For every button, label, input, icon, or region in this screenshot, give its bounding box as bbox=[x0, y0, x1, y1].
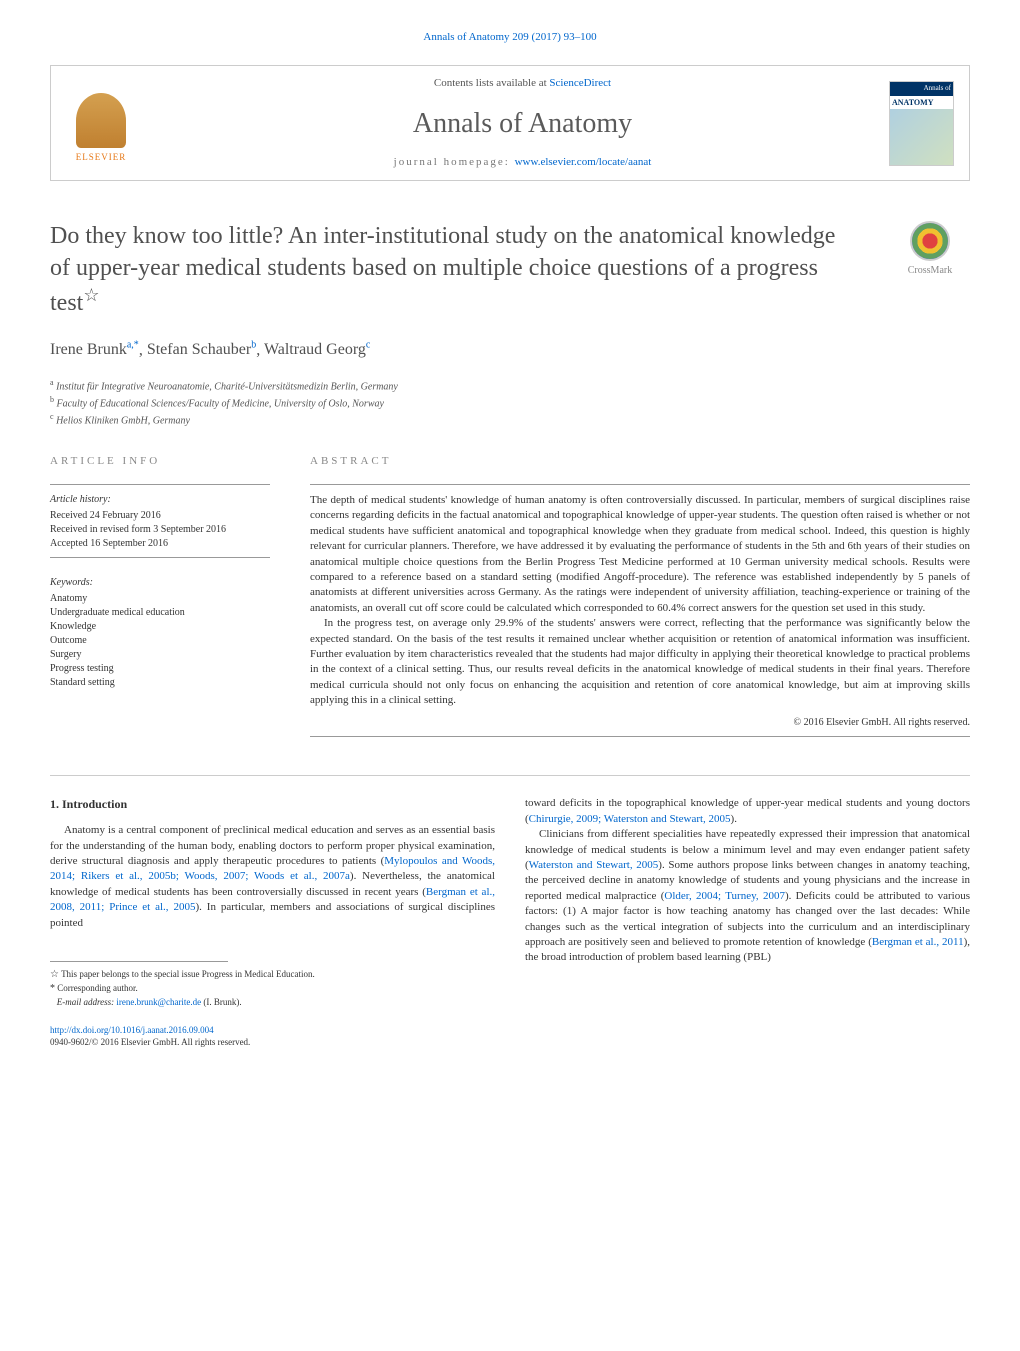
contents-text: Contents lists available at bbox=[434, 77, 549, 89]
author-affil-sup: b bbox=[251, 340, 256, 351]
elsevier-tree-icon bbox=[76, 93, 126, 148]
email-author: (I. Brunk). bbox=[201, 997, 242, 1007]
keyword: Knowledge bbox=[50, 620, 270, 634]
crossmark-widget[interactable]: CrossMark bbox=[890, 221, 970, 278]
affiliation: c Helios Kliniken GmbH, Germany bbox=[50, 411, 970, 428]
abstract-copyright: © 2016 Elsevier GmbH. All rights reserve… bbox=[310, 716, 970, 730]
abstract-text: The depth of medical students' knowledge… bbox=[310, 493, 970, 708]
journal-reference: Annals of Anatomy 209 (2017) 93–100 bbox=[50, 30, 970, 45]
authors-list: Irene Brunka,*, Stefan Schauberb, Waltra… bbox=[50, 339, 970, 362]
crossmark-label: CrossMark bbox=[908, 265, 952, 276]
footnote-corresponding: * Corresponding author. bbox=[50, 982, 495, 996]
email-link[interactable]: irene.brunk@charite.de bbox=[116, 997, 201, 1007]
affil-text: Institut für Integrative Neuroanatomie, … bbox=[56, 381, 398, 392]
header-center: Contents lists available at ScienceDirec… bbox=[156, 76, 889, 170]
asterisk-icon: * bbox=[50, 983, 55, 994]
abstract-column: ABSTRACT The depth of medical students' … bbox=[310, 454, 970, 746]
issn-copyright: 0940-9602/© 2016 Elsevier GmbH. All righ… bbox=[50, 1037, 250, 1047]
citation-link[interactable]: Chirurgie, 2009; Waterston and Stewart, … bbox=[529, 813, 731, 825]
affil-sup: c bbox=[50, 412, 54, 421]
history-line: Accepted 16 September 2016 bbox=[50, 537, 270, 551]
history-line: Received 24 February 2016 bbox=[50, 509, 270, 523]
keyword: Standard setting bbox=[50, 676, 270, 690]
author-name: Stefan Schauber bbox=[147, 341, 251, 358]
history-heading: Article history: bbox=[50, 493, 270, 507]
journal-name: Annals of Anatomy bbox=[156, 104, 889, 143]
doi-link[interactable]: http://dx.doi.org/10.1016/j.aanat.2016.0… bbox=[50, 1025, 214, 1035]
affil-sup: b bbox=[50, 395, 54, 404]
sciencedirect-link[interactable]: ScienceDirect bbox=[549, 77, 611, 89]
cover-image bbox=[890, 109, 953, 165]
abstract-divider bbox=[310, 484, 970, 485]
homepage-label: journal homepage: bbox=[394, 156, 515, 168]
author-affil-sup: c bbox=[366, 340, 370, 351]
affil-text: Helios Kliniken GmbH, Germany bbox=[56, 416, 190, 427]
section-divider bbox=[50, 775, 970, 776]
star-icon: ☆ bbox=[50, 969, 59, 980]
author-name: Irene Brunk bbox=[50, 341, 127, 358]
cover-title: ANATOMY bbox=[890, 96, 953, 109]
journal-header: ELSEVIER Contents lists available at Sci… bbox=[50, 65, 970, 181]
author: Waltraud Georgc bbox=[264, 341, 370, 358]
abstract-heading: ABSTRACT bbox=[310, 454, 970, 469]
keyword: Undergraduate medical education bbox=[50, 606, 270, 620]
author: Stefan Schauberb bbox=[147, 341, 256, 358]
intro-para: Anatomy is a central component of precli… bbox=[50, 823, 495, 931]
author: Irene Brunka,* bbox=[50, 341, 139, 358]
history-line: Received in revised form 3 September 201… bbox=[50, 523, 270, 537]
affiliation: a Institut für Integrative Neuroanatomie… bbox=[50, 377, 970, 394]
body-text: ). bbox=[731, 813, 737, 825]
intro-para: Clinicians from different specialities h… bbox=[525, 827, 970, 966]
elsevier-label: ELSEVIER bbox=[76, 151, 127, 164]
abstract-para: In the progress test, on average only 29… bbox=[310, 616, 970, 708]
title-row: Do they know too little? An inter-instit… bbox=[50, 221, 970, 319]
keyword: Anatomy bbox=[50, 592, 270, 606]
article-title: Do they know too little? An inter-instit… bbox=[50, 221, 890, 319]
citation-link[interactable]: Older, 2004; Turney, 2007 bbox=[664, 890, 785, 902]
affil-text: Faculty of Educational Sciences/Faculty … bbox=[57, 398, 384, 409]
info-divider bbox=[50, 557, 270, 558]
affiliation: b Faculty of Educational Sciences/Facult… bbox=[50, 394, 970, 411]
cover-top-label: Annals of bbox=[890, 82, 953, 96]
title-footnote-star: ☆ bbox=[83, 285, 99, 305]
citation-link[interactable]: Waterston and Stewart, 2005 bbox=[529, 859, 659, 871]
journal-cover[interactable]: Annals of ANATOMY bbox=[889, 81, 954, 166]
footnote-star: ☆ This paper belongs to the special issu… bbox=[50, 968, 495, 982]
contents-available: Contents lists available at ScienceDirec… bbox=[156, 76, 889, 91]
email-label: E-mail address: bbox=[57, 997, 117, 1007]
keyword: Outcome bbox=[50, 634, 270, 648]
homepage-line: journal homepage: www.elsevier.com/locat… bbox=[156, 155, 889, 170]
intro-para-cont: toward deficits in the topographical kno… bbox=[525, 796, 970, 827]
keyword: Progress testing bbox=[50, 662, 270, 676]
right-column: toward deficits in the topographical kno… bbox=[525, 796, 970, 1048]
info-divider bbox=[50, 484, 270, 485]
elsevier-logo[interactable]: ELSEVIER bbox=[66, 83, 136, 163]
footnote-text: Corresponding author. bbox=[57, 983, 138, 993]
author-affil-sup: a,* bbox=[127, 340, 139, 351]
doi-block: http://dx.doi.org/10.1016/j.aanat.2016.0… bbox=[50, 1024, 495, 1049]
footnote-text: This paper belongs to the special issue … bbox=[61, 969, 315, 979]
section-heading: 1. Introduction bbox=[50, 796, 495, 813]
homepage-link[interactable]: www.elsevier.com/locate/aanat bbox=[515, 156, 652, 168]
affiliations: a Institut für Integrative Neuroanatomie… bbox=[50, 377, 970, 429]
title-text: Do they know too little? An inter-instit… bbox=[50, 223, 835, 315]
keyword: Surgery bbox=[50, 648, 270, 662]
article-info-heading: ARTICLE INFO bbox=[50, 454, 270, 469]
info-abstract-section: ARTICLE INFO Article history: Received 2… bbox=[50, 454, 970, 746]
left-column: 1. Introduction Anatomy is a central com… bbox=[50, 796, 495, 1048]
citation-link[interactable]: Bergman et al., 2011 bbox=[872, 936, 964, 948]
crossmark-icon bbox=[910, 221, 950, 261]
footnote-email: E-mail address: irene.brunk@charite.de (… bbox=[50, 996, 495, 1009]
abstract-para: The depth of medical students' knowledge… bbox=[310, 493, 970, 616]
body-columns: 1. Introduction Anatomy is a central com… bbox=[50, 796, 970, 1048]
affil-sup: a bbox=[50, 378, 54, 387]
abstract-divider bbox=[310, 736, 970, 737]
footnote-divider bbox=[50, 961, 228, 962]
article-info: ARTICLE INFO Article history: Received 2… bbox=[50, 454, 270, 746]
author-name: Waltraud Georg bbox=[264, 341, 366, 358]
keywords-heading: Keywords: bbox=[50, 576, 270, 590]
